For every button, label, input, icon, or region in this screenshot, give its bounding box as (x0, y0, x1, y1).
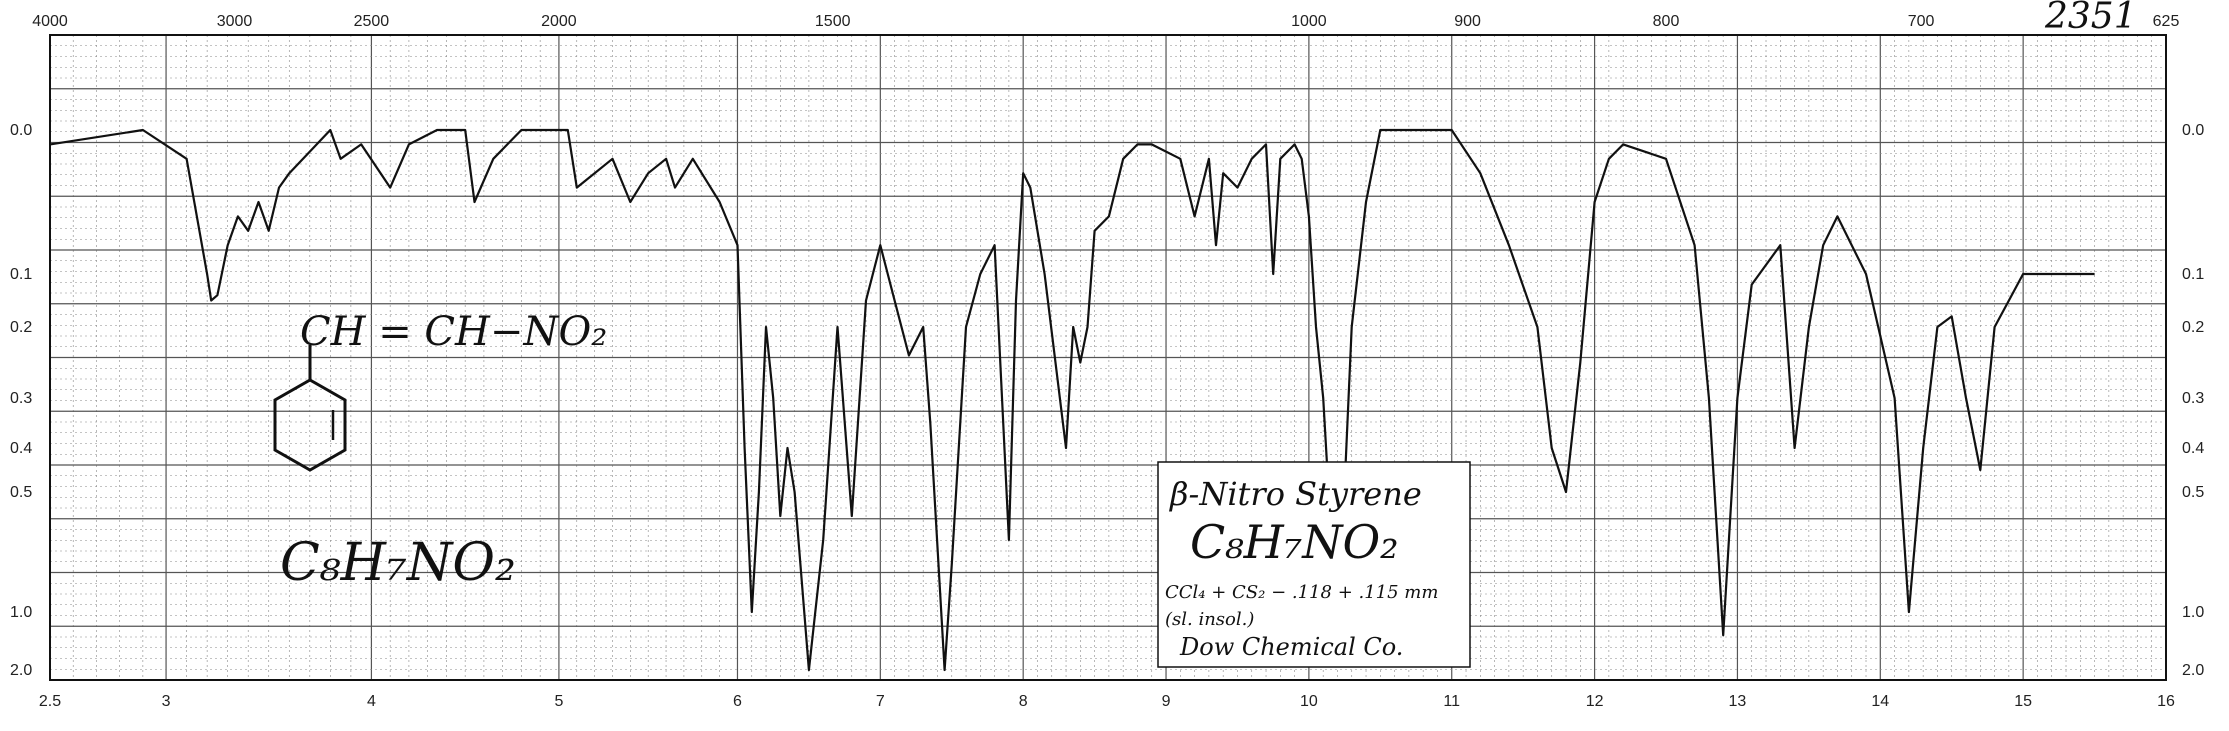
x-tick-label-bottom: 6 (733, 693, 742, 710)
y-tick-label-right: 1.0 (2182, 604, 2204, 621)
x-tick-label-bottom: 16 (2157, 693, 2175, 710)
x-tick-label-top: 2000 (541, 13, 577, 30)
sample-solubility: (sl. insol.) (1165, 609, 1254, 630)
y-tick-label-right: 0.3 (2182, 390, 2204, 407)
y-tick-label-left: 0.2 (10, 319, 32, 336)
x-tick-label-top: 800 (1653, 13, 1680, 30)
x-tick-label-top: 2500 (354, 13, 390, 30)
y-tick-label-left: 0.5 (10, 484, 32, 501)
sample-formula: C₈H₇NO₂ (1190, 515, 1399, 569)
x-tick-label-top: 900 (1454, 13, 1481, 30)
sample-note: β-Nitro Styrene C₈H₇NO₂ CCl₄ + CS₂ − .11… (1157, 461, 1471, 668)
x-tick-label-bottom: 2.5 (39, 693, 61, 710)
sample-note-box (1157, 461, 1471, 668)
y-tick-label-left: 0.3 (10, 390, 32, 407)
x-tick-label-bottom: 12 (1586, 693, 1604, 710)
spectrum-trace (49, 128, 2095, 672)
y-tick-label-right: 0.2 (2182, 319, 2204, 336)
y-tick-label-left: 2.0 (10, 662, 32, 679)
x-tick-label-bottom: 5 (554, 693, 563, 710)
x-tick-label-top: 1500 (815, 13, 851, 30)
y-tick-label-right: 0.5 (2182, 484, 2204, 501)
y-tick-label-left: 1.0 (10, 604, 32, 621)
corner-number: 2351 (2044, 0, 2137, 37)
y-tick-label-left: 0.4 (10, 440, 32, 457)
x-tick-label-top: 700 (1908, 13, 1935, 30)
y-tick-label-right: 0.0 (2182, 122, 2204, 139)
x-tick-label-top: 625 (2153, 13, 2180, 30)
x-tick-label-top: 3000 (217, 13, 253, 30)
sample-conditions: CCl₄ + CS₂ − .118 + .115 mm (1165, 582, 1438, 603)
x-tick-label-bottom: 13 (1729, 693, 1747, 710)
structure-drawing: CH = CH−NO₂ C₈H₇NO₂ (273, 309, 607, 593)
y-tick-label-left: 0.1 (10, 266, 32, 283)
x-tick-label-bottom: 4 (367, 693, 376, 710)
axis-ticks: 2.5 3 4 5 6 7 8 9 10 11 12 13 14 15 16 4000 3000 2500 2000… (10, 13, 2204, 710)
x-tick-label-bottom: 14 (1871, 693, 1889, 710)
structure-formula-bottom: C₈H₇NO₂ (280, 533, 516, 593)
y-tick-label-right: 0.4 (2182, 440, 2204, 457)
x-tick-label-bottom: 11 (1443, 693, 1460, 710)
x-tick-label-top: 4000 (32, 13, 68, 30)
x-tick-label-bottom: 8 (1019, 693, 1028, 710)
sample-name: β-Nitro Styrene (1169, 475, 1422, 513)
structure-formula-top: CH = CH−NO₂ (300, 309, 607, 355)
sample-source: Dow Chemical Co. (1179, 633, 1403, 661)
x-tick-label-bottom: 15 (2014, 693, 2032, 710)
x-tick-label-top: 1000 (1291, 13, 1327, 30)
x-tick-label-bottom: 3 (162, 693, 171, 710)
x-tick-label-bottom: 10 (1300, 693, 1318, 710)
x-tick-label-bottom: 9 (1162, 693, 1171, 710)
y-tick-label-right: 0.1 (2182, 266, 2204, 283)
benzene-ring-icon (273, 378, 347, 472)
y-tick-label-left: 0.0 (10, 122, 32, 139)
y-tick-label-right: 2.0 (2182, 662, 2204, 679)
x-tick-label-bottom: 7 (876, 693, 885, 710)
plot-frame (49, 34, 2167, 681)
series-layer (49, 128, 2095, 672)
